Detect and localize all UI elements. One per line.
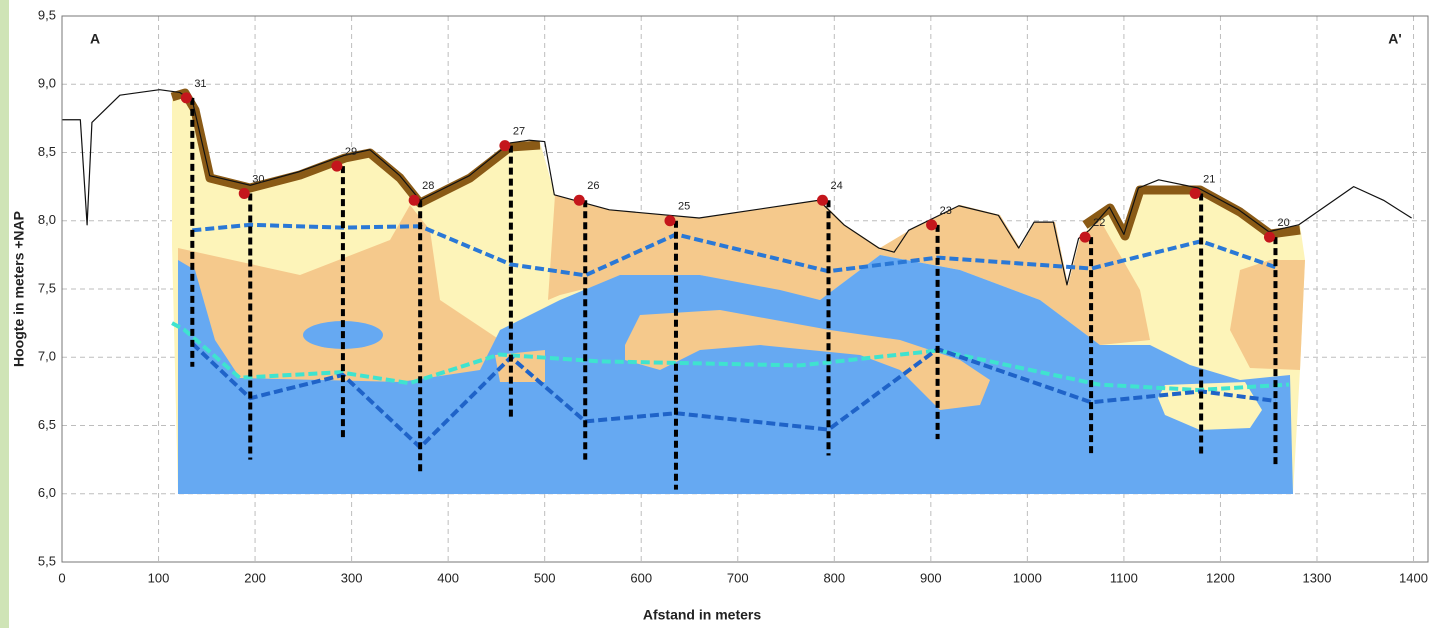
annotation: A'	[1388, 31, 1401, 47]
borehole-label: 20	[1277, 217, 1289, 229]
side-strip	[0, 0, 9, 628]
x-tick-label: 600	[630, 570, 652, 585]
borehole-top	[331, 161, 342, 172]
borehole-label: 25	[678, 201, 690, 213]
borehole-label: 24	[831, 180, 843, 192]
borehole-label: 29	[345, 146, 357, 158]
y-tick-label: 8,5	[38, 144, 56, 159]
borehole-label: 28	[422, 180, 434, 192]
borehole-label: 27	[513, 126, 525, 138]
annotation: A	[90, 31, 100, 47]
y-tick-label: 8,0	[38, 212, 56, 227]
borehole-top	[181, 92, 192, 103]
borehole-top	[664, 215, 675, 226]
borehole-top	[1080, 232, 1091, 243]
x-tick-label: 300	[341, 570, 363, 585]
x-tick-label: 0	[58, 570, 65, 585]
borehole-label: 31	[194, 78, 206, 90]
y-tick-label: 6,5	[38, 417, 56, 432]
chart: A A' Afstand in meters Hoogte in meters …	[0, 0, 1440, 628]
x-tick-label: 500	[534, 570, 556, 585]
borehole-top	[499, 140, 510, 151]
borehole-top	[574, 195, 585, 206]
x-tick-label: 400	[437, 570, 459, 585]
y-axis-title: Hoogte in meters +NAP	[11, 211, 27, 367]
borehole-top	[1190, 188, 1201, 199]
borehole-top	[926, 219, 937, 230]
y-tick-label: 5,5	[38, 553, 56, 568]
x-tick-label: 1400	[1399, 570, 1428, 585]
x-tick-label: 200	[244, 570, 266, 585]
x-tick-label: 1100	[1110, 570, 1138, 585]
borehole-label: 21	[1203, 173, 1215, 185]
borehole-top	[1264, 232, 1275, 243]
y-tick-label: 6,0	[38, 485, 56, 500]
y-tick-label: 9,5	[38, 7, 56, 22]
borehole-label: 23	[940, 205, 952, 217]
x-tick-label: 700	[727, 570, 749, 585]
borehole-label: 30	[252, 173, 264, 185]
y-tick-label: 9,0	[38, 76, 56, 91]
x-tick-label: 100	[148, 570, 170, 585]
y-tick-label: 7,5	[38, 280, 56, 295]
x-axis-title: Afstand in meters	[643, 607, 761, 623]
x-tick-label: 1000	[1013, 570, 1042, 585]
borehole-top	[409, 195, 420, 206]
x-tick-label: 1200	[1206, 570, 1235, 585]
x-tick-label: 1300	[1303, 570, 1332, 585]
borehole-label: 26	[587, 180, 599, 192]
borehole-label: 22	[1093, 217, 1105, 229]
y-tick-label: 7,0	[38, 349, 56, 364]
x-tick-label: 800	[823, 570, 845, 585]
x-tick-label: 900	[920, 570, 942, 585]
borehole-top	[817, 195, 828, 206]
borehole-top	[239, 188, 250, 199]
